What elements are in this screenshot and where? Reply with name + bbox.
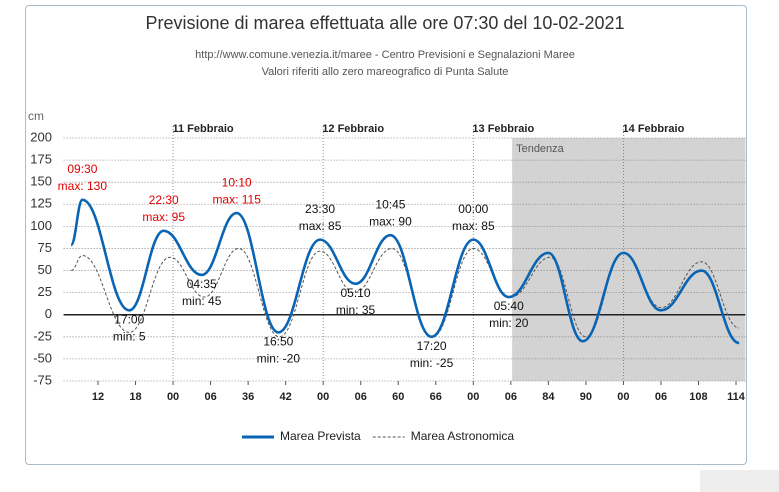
x-tick-label: 36	[242, 391, 254, 403]
x-tick-label: 06	[505, 391, 517, 403]
x-tick-label: 66	[430, 391, 442, 403]
x-tick-label: 42	[280, 391, 292, 403]
x-tick-label: 90	[580, 391, 592, 403]
y-tick-label: 175	[30, 152, 52, 167]
subtitle: Valori riferiti allo zero mareografico d…	[262, 66, 509, 78]
day-label: 12 Febbraio	[322, 123, 384, 135]
y-tick-label: -50	[33, 350, 52, 365]
y-tick-label: 200	[30, 129, 52, 144]
series-line	[69, 198, 740, 345]
extreme-time: 00:00	[458, 202, 488, 216]
x-tick-label: 00	[467, 391, 479, 403]
extreme-time: 04:35	[187, 277, 217, 291]
y-tick-label: 150	[30, 174, 52, 189]
extreme-time: 09:30	[67, 162, 97, 176]
y-axis-label: cm	[28, 109, 44, 123]
x-tick-label: 00	[317, 391, 329, 403]
y-tick-label: 75	[38, 240, 52, 255]
extreme-time: 10:10	[222, 175, 252, 189]
y-tick-label: 0	[45, 306, 52, 321]
extreme-time: 16:50	[263, 335, 293, 349]
extreme-time: 22:30	[149, 193, 179, 207]
x-tick-label: 18	[129, 391, 141, 403]
x-tick-label: 84	[542, 391, 555, 403]
x-tick-label: 00	[167, 391, 179, 403]
extreme-label: min: 20	[489, 316, 529, 330]
side-panel	[700, 470, 779, 492]
extreme-label: max: 85	[452, 219, 495, 233]
day-label: 11 Febbraio	[172, 123, 233, 135]
extreme-label: max: 90	[369, 214, 412, 228]
extreme-label: max: 115	[212, 192, 261, 206]
trend-region	[512, 138, 746, 381]
y-tick-label: 100	[30, 218, 52, 233]
extreme-label: max: 95	[142, 210, 185, 224]
day-label: 14 Febbraio	[623, 123, 685, 135]
card	[25, 5, 747, 465]
x-tick-label: 114	[727, 391, 746, 403]
chart-title: Previsione di marea effettuata alle ore …	[146, 13, 625, 33]
x-tick-label: 108	[689, 391, 707, 403]
legend-label: Marea Prevista	[280, 429, 361, 443]
extreme-time: 05:40	[494, 299, 524, 313]
trend-label: Tendenza	[516, 143, 565, 155]
y-tick-label: 25	[38, 284, 52, 299]
day-label: 13 Febbraio	[472, 123, 534, 135]
extreme-time: 17:00	[114, 312, 144, 326]
x-tick-label: 06	[204, 391, 216, 403]
x-tick-label: 06	[355, 391, 367, 403]
y-tick-label: 125	[30, 196, 52, 211]
extreme-label: max: 85	[299, 219, 342, 233]
x-tick-label: 00	[617, 391, 629, 403]
extreme-time: 05:10	[341, 286, 371, 300]
y-tick-label: -25	[33, 328, 52, 343]
extreme-label: min: 45	[182, 294, 222, 308]
extreme-time: 17:20	[417, 339, 447, 353]
legend-label: Marea Astronomica	[411, 429, 515, 443]
x-tick-label: 12	[92, 391, 104, 403]
x-tick-label: 06	[655, 391, 667, 403]
extreme-label: min: -25	[410, 356, 454, 370]
extreme-time: 23:30	[305, 202, 335, 216]
y-tick-label: 50	[38, 262, 52, 277]
extreme-label: max: 130	[58, 179, 108, 193]
subtitle: http://www.comune.venezia.it/maree - Cen…	[195, 49, 575, 61]
extreme-label: min: -20	[257, 352, 301, 366]
extreme-label: min: 35	[336, 303, 376, 317]
extreme-label: min: 5	[113, 329, 146, 343]
y-tick-label: -75	[33, 372, 52, 387]
extreme-time: 10:45	[375, 197, 405, 211]
x-tick-label: 60	[392, 391, 404, 403]
